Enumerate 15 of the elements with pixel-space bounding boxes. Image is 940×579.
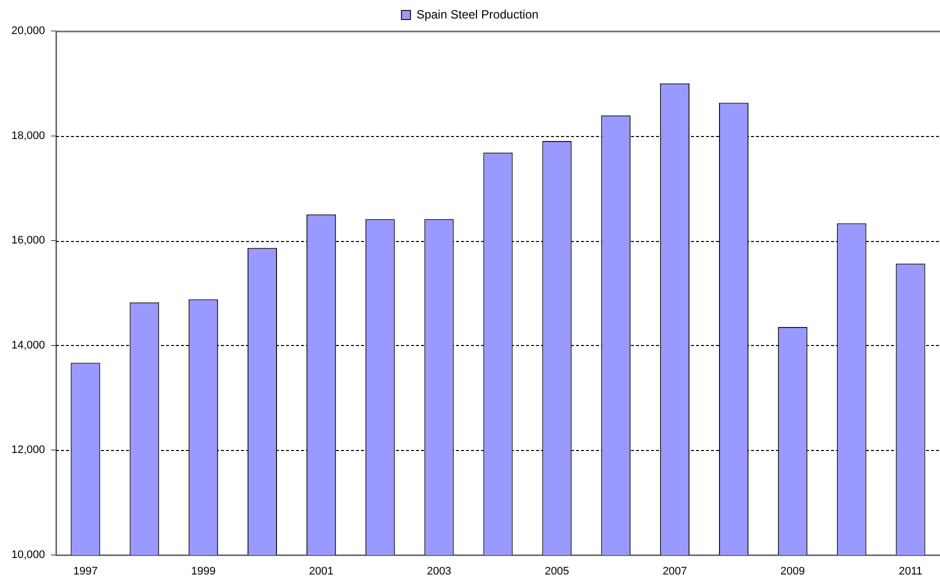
legend-label: Spain Steel Production [416, 7, 539, 22]
x-tick-label: 2007 [662, 566, 688, 578]
y-tick-label: 16,000 [11, 234, 45, 247]
x-tick-label: 1999 [191, 566, 216, 578]
y-tick-label: 20,000 [11, 25, 45, 38]
x-tick-label: 2005 [544, 566, 570, 578]
y-tick-label: 18,000 [11, 130, 45, 142]
x-tick-label: 2001 [308, 566, 334, 578]
y-tick-label: 14,000 [11, 339, 45, 352]
y-tick-label: 10,000 [11, 549, 45, 562]
x-tick-label: 2009 [780, 566, 805, 578]
x-tick-label: 2011 [898, 566, 922, 578]
x-tick-label: 1997 [73, 566, 98, 578]
x-tick-label: 2003 [426, 566, 452, 578]
y-tick-label: 12,000 [11, 444, 45, 456]
